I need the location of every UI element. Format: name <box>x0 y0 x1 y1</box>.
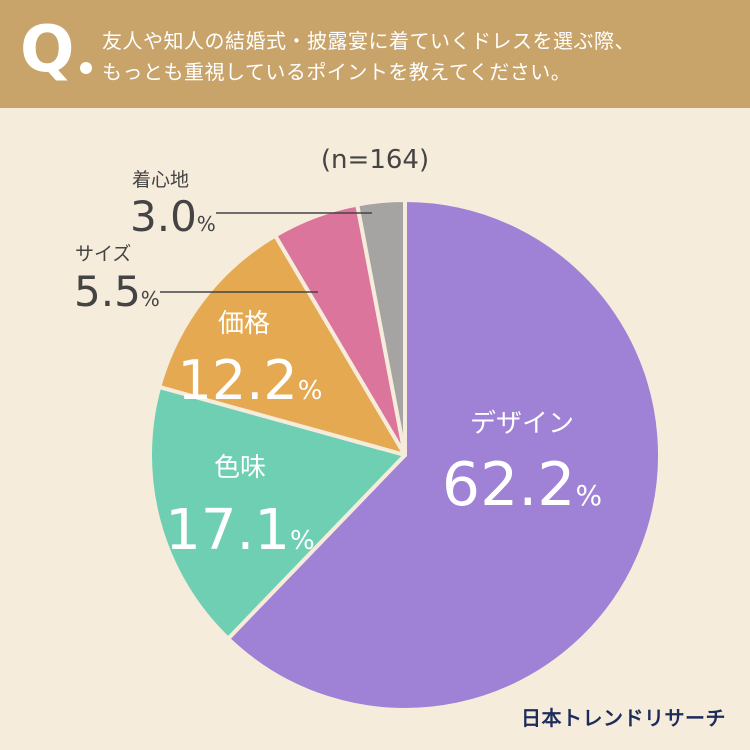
slice-name-design: デザイン <box>470 409 574 439</box>
slice-name-size: サイズ <box>75 243 131 265</box>
slice-value-unit-price: % <box>298 376 323 406</box>
slice-value-comfort: 3.0% <box>130 192 216 241</box>
brand-logo: 日本トレンドリサーチ <box>521 702 726 731</box>
slice-value-size: 5.5% <box>74 267 160 316</box>
slice-value-unit-comfort: % <box>197 212 216 236</box>
slice-value-unit-size: % <box>141 287 160 311</box>
slice-value-number-design: 62.2 <box>442 450 576 520</box>
slice-value-unit-color: % <box>290 526 315 556</box>
slice-name-price: 価格 <box>218 309 270 339</box>
slice-name-comfort: 着心地 <box>132 169 189 191</box>
slice-name-color: 色味 <box>214 453 266 483</box>
slice-value-number-price: 12.2 <box>178 349 298 412</box>
slice-value-unit-design: % <box>575 479 602 512</box>
slice-value-number-comfort: 3.0 <box>130 192 197 241</box>
slice-value-number-size: 5.5 <box>74 267 141 316</box>
sample-size-label: (n=164) <box>321 145 429 175</box>
slice-value-number-color: 17.1 <box>165 498 290 563</box>
